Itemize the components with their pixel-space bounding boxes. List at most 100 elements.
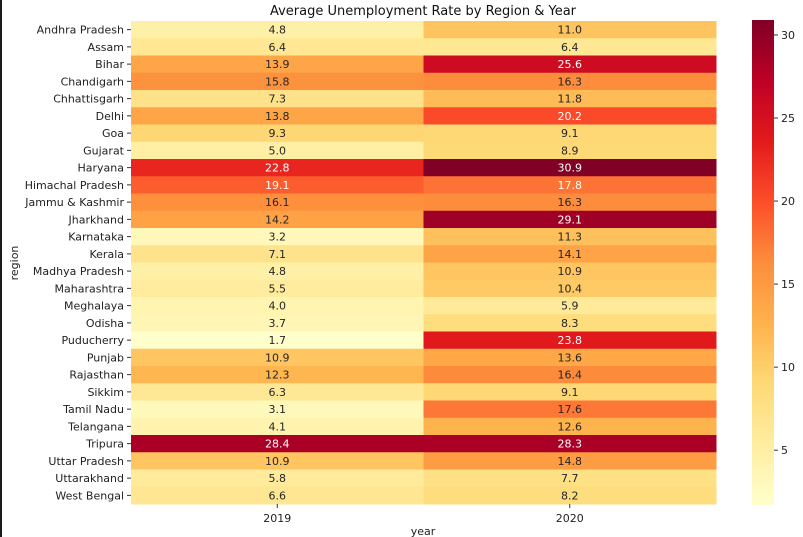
cell-value-label: 25.6 (558, 58, 583, 71)
heatmap-cell (423, 348, 717, 367)
cell-value-label: 4.8 (269, 265, 287, 278)
colorbar-tick-label: 20 (781, 195, 795, 208)
colorbar-tick-label: 25 (781, 112, 795, 125)
cell-value-label: 9.3 (269, 127, 287, 140)
cell-value-label: 10.4 (558, 282, 583, 295)
cell-value-label: 14.1 (558, 248, 583, 261)
heatmap-cell (423, 366, 717, 384)
heatmap-cell (131, 383, 424, 401)
heatmap-cell (131, 417, 424, 436)
cell-value-label: 6.6 (269, 489, 287, 502)
cell-value-label: 5.5 (269, 282, 287, 295)
y-tick-label: Jharkhand (67, 213, 124, 226)
cell-value-label: 9.1 (561, 127, 579, 140)
y-tick-label: Gujarat (83, 144, 125, 157)
cell-value-label: 3.1 (269, 403, 287, 416)
y-tick-label: Sikkim (87, 386, 124, 399)
heatmap-cell (423, 159, 717, 177)
y-tick-label: Chhattisgarh (53, 93, 124, 106)
y-tick-label: Chandigarh (61, 75, 124, 88)
heatmap-cell (131, 210, 424, 229)
cell-value-label: 7.1 (269, 248, 287, 261)
y-tick-label: Uttarakhand (55, 472, 124, 485)
cell-value-label: 17.6 (558, 403, 583, 416)
cell-value-label: 1.7 (269, 334, 287, 347)
heatmap-cell (131, 486, 424, 505)
heatmap-cell (423, 486, 717, 505)
cell-value-label: 14.8 (558, 455, 583, 468)
y-tick-label: Andhra Pradesh (37, 24, 124, 37)
y-tick-label: Delhi (96, 110, 124, 123)
cell-value-label: 11.0 (558, 24, 583, 37)
y-tick-label: Maharashtra (55, 282, 125, 295)
colorbar-tick-label: 30 (781, 29, 795, 42)
cell-value-label: 13.9 (265, 58, 290, 71)
heatmap-cell (131, 469, 424, 488)
cell-value-label: 5.8 (269, 472, 287, 485)
cell-value-label: 13.6 (558, 351, 583, 364)
cell-value-label: 5.0 (269, 144, 287, 157)
y-tick-label: Rajasthan (69, 369, 124, 382)
cell-value-label: 10.9 (558, 265, 583, 278)
heatmap-cell (423, 124, 717, 143)
heatmap-cell (423, 141, 717, 160)
cell-value-label: 28.4 (265, 438, 290, 451)
heatmap-cell (131, 55, 424, 74)
cell-value-label: 22.8 (265, 162, 290, 175)
y-tick-label: Jammu & Kashmir (24, 196, 124, 209)
heatmap-cell (423, 469, 717, 488)
cell-value-label: 3.7 (269, 317, 287, 330)
y-tick-labels: Andhra Pradesh Assam Bihar Chandigarh Chhatt… (24, 24, 131, 502)
heatmap-cell (423, 452, 717, 470)
heatmap-cell (131, 452, 424, 470)
cell-value-label: 4.1 (269, 420, 287, 433)
heatmap-cell (423, 55, 717, 74)
heatmap-cell (423, 245, 717, 263)
cell-value-label: 3.2 (269, 231, 287, 244)
colorbar-tick-label: 15 (781, 278, 795, 291)
heatmap-cell (131, 331, 424, 350)
cell-value-label: 14.2 (265, 213, 290, 226)
cell-value-label: 7.3 (269, 93, 287, 106)
y-tick-label: Punjab (87, 351, 124, 364)
cell-value-label: 9.1 (561, 386, 579, 399)
cell-value-label: 19.1 (265, 179, 290, 192)
cell-value-label: 16.3 (558, 75, 583, 88)
heatmap-cell (423, 107, 717, 125)
heatmap-cell (131, 38, 424, 56)
heatmap-cell (423, 176, 717, 194)
y-tick-label: Himachal Pradesh (25, 179, 124, 192)
chart-title: Average Unemployment Rate by Region & Ye… (270, 4, 577, 19)
cell-value-label: 15.8 (265, 75, 290, 88)
y-tick-label: Karnataka (68, 231, 124, 244)
heatmap-cell (423, 262, 717, 281)
colorbar-tick-label: 10 (781, 361, 795, 374)
colorbar-tick-label: 5 (781, 444, 788, 457)
heatmap-cell (131, 435, 424, 453)
cell-value-label: 4.0 (269, 300, 287, 313)
x-axis-label: year (411, 525, 436, 537)
heatmap-cell (423, 72, 717, 91)
heatmap-cell (131, 176, 424, 194)
cell-value-label: 16.3 (558, 196, 583, 209)
cell-value-label: 4.8 (269, 24, 287, 37)
cell-value-label: 20.2 (558, 110, 583, 123)
cell-value-label: 11.3 (558, 231, 583, 244)
y-tick-label: Kerala (90, 248, 125, 261)
cell-value-label: 12.3 (265, 369, 290, 382)
heatmap-cell (423, 435, 717, 453)
cell-value-label: 6.3 (269, 386, 287, 399)
heatmap-cell (423, 90, 717, 108)
y-tick-label: West Bengal (55, 489, 124, 502)
cell-value-label: 13.8 (265, 110, 290, 123)
heatmap-cell (131, 262, 424, 281)
y-tick-label: Bihar (95, 58, 124, 71)
heatmap-cell (131, 400, 424, 419)
y-tick-label: Haryana (78, 162, 125, 175)
y-tick-label: Telangana (67, 420, 124, 433)
heatmap-cell (131, 314, 424, 332)
heatmap-cell (423, 400, 717, 419)
heatmap-cell (131, 159, 424, 177)
heatmap-cell (423, 193, 717, 212)
heatmap-cell (423, 228, 717, 246)
